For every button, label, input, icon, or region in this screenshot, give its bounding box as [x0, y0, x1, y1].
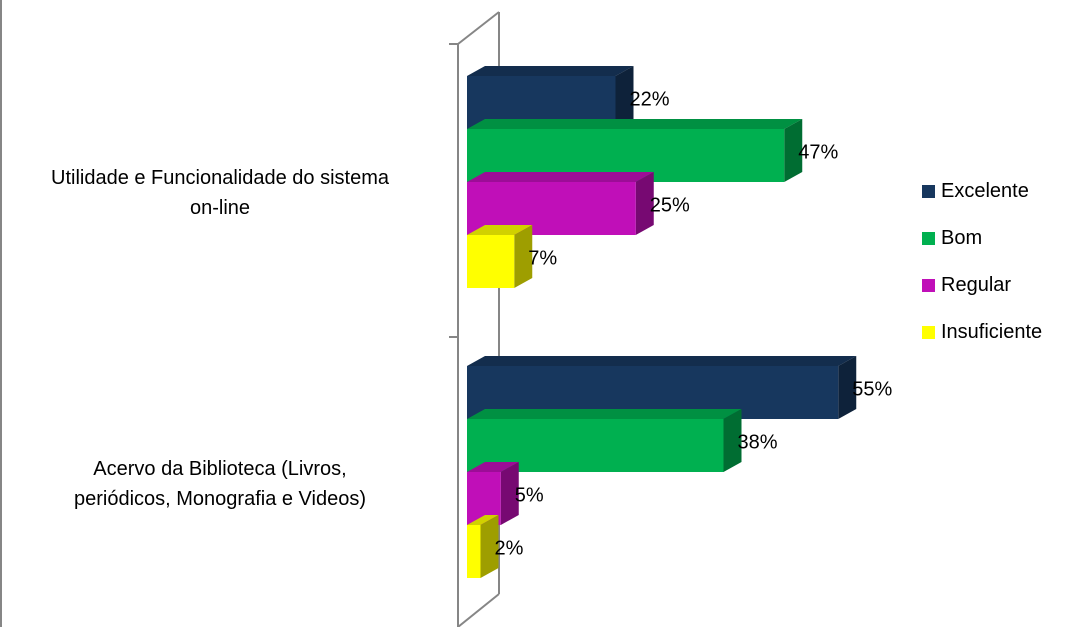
bar-insuficiente	[467, 235, 515, 288]
data-label: 55%	[852, 379, 892, 401]
bar-top-face	[467, 356, 857, 366]
legend-swatch	[922, 279, 935, 292]
bar-top-face	[467, 515, 499, 525]
legend-item-bom: Bom	[922, 215, 1042, 262]
bar-side-face	[500, 462, 519, 525]
category-label-line: Acervo da Biblioteca (Livros,	[93, 458, 347, 480]
category-label-utilidade: Utilidade e Funcionalidade do sistema on…	[0, 163, 440, 223]
bar-top-face	[467, 225, 533, 235]
category-label-acervo: Acervo da Biblioteca (Livros, periódicos…	[0, 454, 440, 514]
bar-side-face	[514, 225, 533, 288]
data-label: 2%	[495, 538, 524, 560]
bar-top-face	[467, 66, 634, 76]
category-label-line: Utilidade e Funcionalidade do sistema	[51, 167, 389, 189]
axis-wall-bottom	[457, 593, 500, 627]
legend-label: Excelente	[941, 180, 1029, 202]
data-label: 5%	[515, 485, 544, 507]
category-label-line: periódicos, Monografia e Videos)	[73, 488, 367, 510]
legend-item-insuficiente: Insuficiente	[922, 309, 1042, 356]
axis-wall-top	[457, 11, 500, 45]
legend-swatch	[922, 232, 935, 245]
bar-side-face	[635, 172, 654, 235]
data-label: 7%	[528, 248, 557, 270]
bar-top-face	[467, 119, 803, 129]
chart-frame-left-border	[0, 0, 2, 627]
legend-item-regular: Regular	[922, 262, 1042, 309]
legend: Excelente Bom Regular Insuficiente	[922, 168, 1042, 356]
legend-item-excelente: Excelente	[922, 168, 1042, 215]
legend-label: Insuficiente	[941, 321, 1043, 343]
bar-side-face	[615, 66, 634, 129]
legend-swatch	[922, 185, 935, 198]
data-label: 38%	[738, 432, 778, 454]
legend-label: Regular	[941, 274, 1012, 296]
data-label: 47%	[798, 142, 838, 164]
category-label-line: on-line	[189, 197, 251, 219]
data-label: 22%	[630, 89, 670, 111]
legend-swatch	[922, 326, 935, 339]
bar-top-face	[467, 462, 519, 472]
bar-side-face	[723, 409, 742, 472]
bar-side-face	[480, 515, 499, 578]
legend-label: Bom	[941, 227, 983, 249]
bar-top-face	[467, 172, 654, 182]
bar-side-face	[838, 356, 857, 419]
bar-insuficiente	[467, 525, 481, 578]
bar-top-face	[467, 409, 742, 419]
bar-side-face	[784, 119, 803, 182]
data-label: 25%	[650, 195, 690, 217]
